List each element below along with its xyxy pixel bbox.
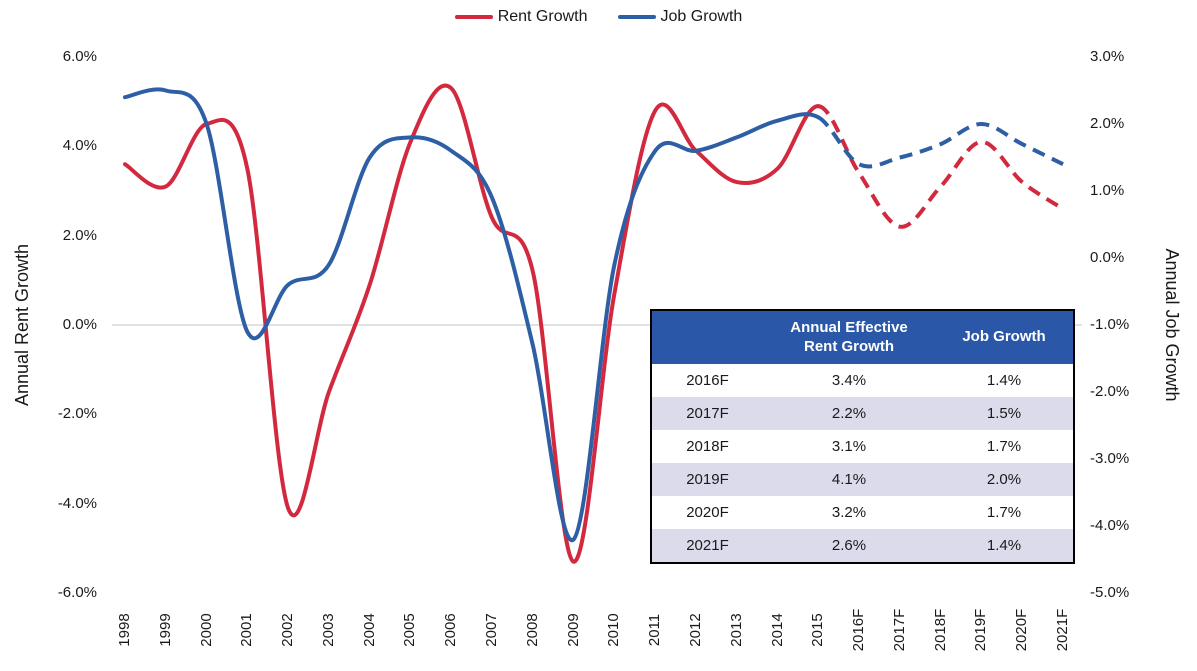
forecast-table-head: Annual Effective Rent Growth Job Growth [651,310,1074,364]
table-cell: 3.2% [831,504,867,521]
table-cell: 3.4% [831,372,867,389]
table-cell: 1.4% [986,537,1022,554]
left-axis-tick-label: 4.0% [62,137,97,155]
table-cell: 2018F [686,438,729,455]
job-growth-line-forecast-dashed [817,115,1064,169]
x-axis-tick-label: 2004 [360,613,378,647]
left-axis-tick-label: 6.0% [62,48,97,65]
left-axis-tick-label: -2.0% [57,405,97,423]
x-axis-tick-label: 2006 [442,613,460,647]
x-axis-tick-label: 2018F [931,608,949,652]
job-growth-line-swatch [617,15,656,19]
x-axis-tick-label: 2008 [523,613,541,647]
right-axis-tick-label: -1.0% [1090,316,1130,333]
left-axis-tick-label: 2.0% [62,226,97,244]
x-axis-tick-label: 2011 [646,613,664,647]
x-axis-tick-label: 2021F [1054,608,1071,652]
table-cell: 2.6% [831,537,867,554]
x-axis-tick-label: 2003 [319,613,337,647]
table-cell: 1.5% [986,405,1022,422]
table-cell: 1.4% [986,372,1022,389]
table-cell: 2016F [686,372,729,389]
forecast-table-header-row: Annual Effective Rent Growth Job Growth [651,310,1074,364]
table-cell: 2.2% [831,405,867,422]
x-axis-tick-label: 2001 [238,613,256,647]
right-axis-tick-label: -5.0% [1090,584,1130,601]
table-row: 2019F 4.1% 2.0% [651,463,1074,496]
x-axis-tick-label: 2017F [890,608,908,652]
x-axis-tick-label: 2007 [483,613,501,647]
table-row: 2016F 3.4% 1.4% [651,364,1074,397]
legend-item-job-growth: Job Growth [617,8,743,26]
left-axis-tick-label: -6.0% [57,584,97,601]
x-axis-tick-label: 1999 [156,613,174,647]
table-cell: 1.7% [986,438,1022,455]
right-axis-tick-label: -3.0% [1090,450,1130,467]
legend-label-rent-growth: Rent Growth [497,8,588,25]
table-cell: 2021F [686,537,729,554]
right-axis-tick-label: 3.0% [1090,48,1125,65]
table-cell: 2019F [686,471,729,488]
right-axis-tick-label: 2.0% [1090,115,1125,132]
table-cell: 2.0% [986,471,1022,488]
x-axis-tick-label: 2013 [727,613,745,647]
x-axis-tick-label: 2019F [972,608,990,652]
forecast-table: Annual Effective Rent Growth Job Growth 2… [650,309,1075,564]
x-axis-tick-label: 2009 [564,613,582,647]
forecast-table-header-cell [651,310,763,364]
rent-growth-line-swatch [454,15,493,19]
right-axis-tick-label: -2.0% [1090,383,1130,400]
table-row: 2018F 3.1% 1.7% [651,430,1074,463]
x-axis-tick-label: 2014 [768,613,786,647]
right-axis-tick-label: 1.0% [1090,182,1125,199]
x-axis-tick-label: 2002 [279,613,297,647]
x-axis-tick-label: 1998 [116,613,133,647]
right-axis-tick-label: -4.0% [1090,517,1130,534]
forecast-table-header-cell: Annual Effective Rent Growth [763,310,935,364]
x-axis-tick-label: 2000 [197,613,215,647]
legend-item-rent-growth: Rent Growth [454,8,588,26]
table-cell: 3.1% [831,438,867,455]
rent-growth-line-forecast-dashed [817,104,1065,229]
x-axis-tick-label: 2015 [809,613,827,647]
forecast-table-body: 2016F 3.4% 1.4% 2017F 2.2% 1.5% 2018F 3.1% 1.7% 2… [651,364,1074,563]
chart-legend: Rent Growth Job Growth [0,8,1197,26]
table-cell: 4.1% [831,471,867,488]
rent-growth-line-solid [123,83,821,564]
job-growth-line-solid [123,87,821,543]
table-row: 2017F 2.2% 1.5% [651,397,1074,430]
x-axis-tick-label: 2020F [1013,608,1031,652]
x-axis-tick-label: 2016F [850,608,868,652]
table-row: 2020F 3.2% 1.7% [651,496,1074,529]
left-axis-tick-label: 0.0% [62,316,97,333]
table-row: 2021F 2.6% 1.4% [651,529,1074,563]
table-cell: 1.7% [986,504,1022,521]
x-axis-tick-label: 2010 [605,613,623,647]
x-axis-tick-label: 2012 [686,613,704,647]
left-axis-tick-label: -4.0% [57,494,97,512]
table-cell: 2020F [686,504,729,521]
table-cell: 2017F [686,405,729,422]
right-axis-title: Annual Job Growth [1162,248,1182,402]
x-axis-tick-label: 2005 [401,613,419,647]
legend-label-job-growth: Job Growth [660,8,743,25]
right-axis-tick-label: 0.0% [1090,249,1125,266]
forecast-table-header-cell: Job Growth [935,310,1074,364]
